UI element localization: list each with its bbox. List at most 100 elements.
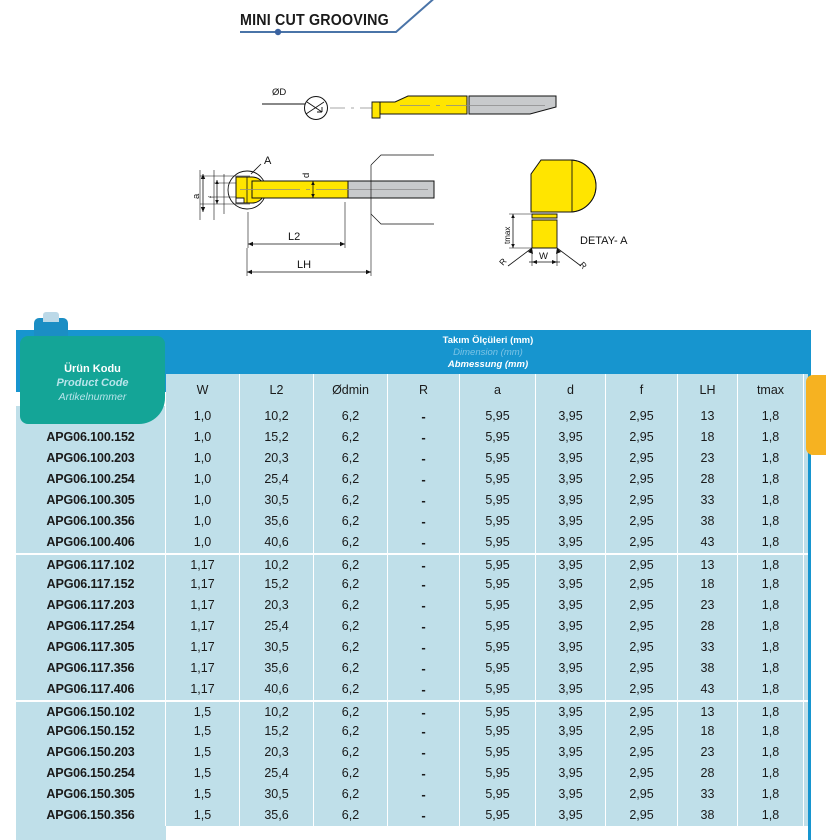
product-table: Takım Ölçüleri (mm) Dimension (mm) Abmes… bbox=[16, 312, 826, 840]
label-a: a bbox=[191, 193, 202, 199]
cell-product-code: APG06.150.254 bbox=[16, 763, 166, 784]
cell-w: 1,17 bbox=[166, 616, 240, 637]
cell-w: 1,0 bbox=[166, 532, 240, 553]
cell-d: 3,95 bbox=[536, 805, 606, 826]
cell-a: 5,95 bbox=[460, 763, 536, 784]
cell-a: 5,95 bbox=[460, 490, 536, 511]
label-detail-a: A bbox=[264, 155, 272, 167]
cell-odmin: 6,2 bbox=[314, 658, 388, 679]
table-row: APG06.100.203 1,0 20,3 6,2-5,95 3,95 2,95 23 1,… bbox=[16, 448, 810, 469]
cell-r: - bbox=[388, 742, 460, 763]
cell-product-code: APG06.100.152 bbox=[16, 427, 166, 448]
column-header-r: R bbox=[388, 374, 460, 406]
cell-l2: 35,6 bbox=[240, 658, 314, 679]
cell-f: 2,95 bbox=[606, 702, 678, 721]
cell-tmax: 1,8 bbox=[738, 427, 804, 448]
cell-odmin: 6,2 bbox=[314, 721, 388, 742]
cell-odmin: 6,2 bbox=[314, 427, 388, 448]
cell-d: 3,95 bbox=[536, 532, 606, 553]
cell-w: 1,5 bbox=[166, 721, 240, 742]
cell-lh: 18 bbox=[678, 427, 738, 448]
table-body: APG06.100.1021,010,26,2-5,953,952,95131,… bbox=[16, 406, 810, 826]
cell-d: 3,95 bbox=[536, 637, 606, 658]
table-row: APG06.117.203 1,17 20,3 6,2-5,95 3,95 2,95 23 1… bbox=[16, 595, 810, 616]
cell-odmin: 6,2 bbox=[314, 702, 388, 721]
cell-product-code: APG06.100.305 bbox=[16, 490, 166, 511]
table-row: APG06.150.254 1,5 25,4 6,2-5,95 3,95 2,95 28 1,… bbox=[16, 763, 810, 784]
label-d: d bbox=[301, 173, 312, 178]
label-r-left: R bbox=[497, 256, 509, 267]
cell-f: 2,95 bbox=[606, 427, 678, 448]
product-code-label-de: Artikelnummer bbox=[58, 390, 127, 403]
cell-product-code: APG06.117.254 bbox=[16, 616, 166, 637]
cell-r: - bbox=[388, 721, 460, 742]
cell-r: - bbox=[388, 555, 460, 574]
table-row: APG06.100.152 1,0 15,2 6,2-5,95 3,95 2,95 18 1,… bbox=[16, 427, 810, 448]
column-header-lh: LH bbox=[678, 374, 738, 406]
cell-odmin: 6,2 bbox=[314, 595, 388, 616]
cell-lh: 38 bbox=[678, 658, 738, 679]
table-row: APG06.100.406 1,0 40,6 6,2-5,95 3,95 2,95 43 1,… bbox=[16, 532, 810, 553]
section-tab-orange[interactable] bbox=[806, 375, 826, 455]
cell-lh: 13 bbox=[678, 555, 738, 574]
cell-l2: 20,3 bbox=[240, 448, 314, 469]
cell-odmin: 6,2 bbox=[314, 805, 388, 826]
cell-tmax: 1,8 bbox=[738, 511, 804, 532]
table-row: APG06.117.356 1,17 35,6 6,2-5,95 3,95 2,95 38 1… bbox=[16, 658, 810, 679]
cell-odmin: 6,2 bbox=[314, 448, 388, 469]
cell-l2: 35,6 bbox=[240, 511, 314, 532]
cell-r: - bbox=[388, 637, 460, 658]
cell-r: - bbox=[388, 658, 460, 679]
cell-w: 1,5 bbox=[166, 784, 240, 805]
technical-drawings: ØD bbox=[0, 52, 826, 317]
table-row: APG06.117.102 1,17 10,2 6,2-5,95 3,95 2,95 13 1… bbox=[16, 553, 810, 574]
cell-w: 1,0 bbox=[166, 490, 240, 511]
table-row: APG06.150.203 1,5 20,3 6,2-5,95 3,95 2,95 23 1,… bbox=[16, 742, 810, 763]
cell-w: 1,0 bbox=[166, 511, 240, 532]
cell-d: 3,95 bbox=[536, 448, 606, 469]
column-header-a: a bbox=[460, 374, 536, 406]
cell-odmin: 6,2 bbox=[314, 469, 388, 490]
cell-f: 2,95 bbox=[606, 742, 678, 763]
cell-product-code: APG06.117.203 bbox=[16, 595, 166, 616]
cell-l2: 15,2 bbox=[240, 574, 314, 595]
cell-tmax: 1,8 bbox=[738, 702, 804, 721]
cell-product-code: APG06.117.406 bbox=[16, 679, 166, 700]
cell-w: 1,5 bbox=[166, 702, 240, 721]
label-l2: L2 bbox=[288, 231, 300, 243]
cell-f: 2,95 bbox=[606, 532, 678, 553]
table-row: APG06.117.254 1,17 25,4 6,2-5,95 3,95 2,95 28 1… bbox=[16, 616, 810, 637]
cell-l2: 15,2 bbox=[240, 721, 314, 742]
cell-d: 3,95 bbox=[536, 555, 606, 574]
cell-l2: 10,2 bbox=[240, 702, 314, 721]
cell-a: 5,95 bbox=[460, 637, 536, 658]
cell-tmax: 1,8 bbox=[738, 616, 804, 637]
label-lh: LH bbox=[297, 259, 311, 271]
cell-lh: 13 bbox=[678, 406, 738, 427]
table-row: APG06.150.305 1,5 30,5 6,2-5,95 3,95 2,95 33 1,… bbox=[16, 784, 810, 805]
cell-product-code: APG06.150.356 bbox=[16, 805, 166, 826]
cell-product-code: APG06.100.356 bbox=[16, 511, 166, 532]
label-f: f bbox=[209, 196, 216, 198]
cell-product-code: APG06.150.203 bbox=[16, 742, 166, 763]
cell-tmax: 1,8 bbox=[738, 763, 804, 784]
cell-a: 5,95 bbox=[460, 658, 536, 679]
table-row: APG06.117.152 1,17 15,2 6,2-5,95 3,95 2,95 18 1… bbox=[16, 574, 810, 595]
cell-a: 5,95 bbox=[460, 406, 536, 427]
cell-l2: 25,4 bbox=[240, 469, 314, 490]
table-column-headers: WL2ØdminRadfLHtmaxØD bbox=[166, 374, 826, 406]
label-w: W bbox=[539, 251, 548, 262]
cell-product-code: APG06.117.152 bbox=[16, 574, 166, 595]
cell-tmax: 1,8 bbox=[738, 490, 804, 511]
column-header-w: W bbox=[166, 374, 240, 406]
label-r-right: R bbox=[578, 260, 590, 271]
cell-d: 3,95 bbox=[536, 679, 606, 700]
cell-r: - bbox=[388, 763, 460, 784]
column-header-f: f bbox=[606, 374, 678, 406]
cell-r: - bbox=[388, 595, 460, 616]
cell-l2: 40,6 bbox=[240, 532, 314, 553]
cell-f: 2,95 bbox=[606, 448, 678, 469]
cell-w: 1,17 bbox=[166, 637, 240, 658]
cell-f: 2,95 bbox=[606, 763, 678, 784]
cell-l2: 30,5 bbox=[240, 784, 314, 805]
